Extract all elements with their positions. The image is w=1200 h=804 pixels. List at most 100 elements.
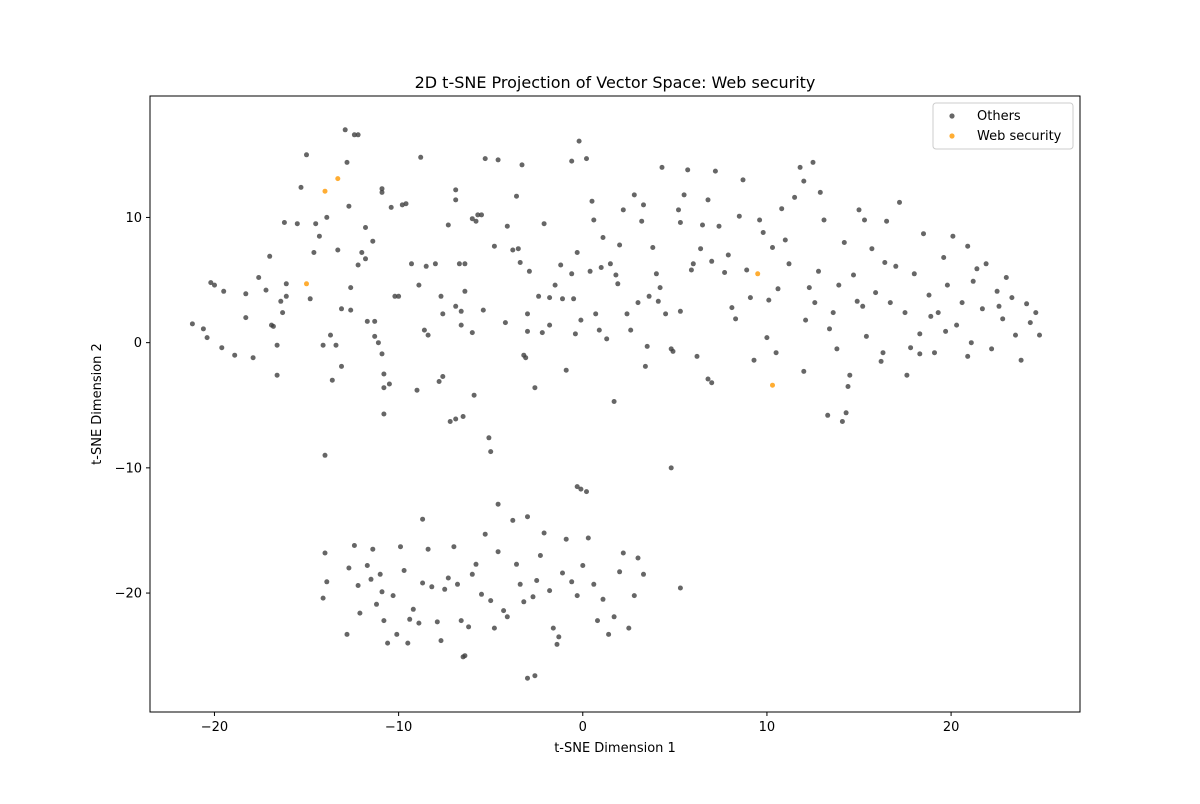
point-others [816,268,821,274]
point-others [779,206,785,212]
point-others [550,625,556,631]
point-others [569,158,575,164]
point-others [836,282,842,288]
y-axis-label: t-SNE Dimension 2 [90,343,105,465]
point-others [208,280,214,286]
point-others [479,212,484,218]
point-others [928,313,934,319]
point-others [328,332,333,338]
point-others [641,202,646,208]
y-axis: −20 −10 0 10 [115,211,150,602]
point-others [578,317,584,323]
scatter-marks [189,127,1042,681]
point-others [595,618,600,624]
point-others [523,355,529,361]
point-others [455,581,460,587]
point-others [379,189,385,195]
point-others [434,619,440,625]
point-others [256,275,262,280]
point-others [576,138,582,144]
point-others [390,593,396,599]
point-others [386,381,392,387]
point-others [495,157,501,163]
point-others [847,372,853,378]
point-others [631,593,637,599]
point-others [668,465,674,471]
point-others [869,246,875,252]
point-others [283,293,289,299]
point-others [1003,275,1009,280]
point-others [324,579,330,585]
point-others [379,589,385,595]
point-web-security [304,281,309,287]
point-others [560,296,565,302]
point-others [676,207,681,213]
point-others [604,336,610,342]
point-others [574,593,580,599]
point-others [584,156,589,162]
point-others [351,543,357,548]
point-others [456,261,462,267]
point-others [445,575,451,581]
point-others [965,353,971,359]
point-others [722,270,728,275]
point-others [344,631,350,637]
point-others [782,237,788,243]
point-others [556,634,562,640]
point-others [377,571,383,577]
point-others [950,233,956,239]
point-others [348,307,354,313]
x-axis-label: t-SNE Dimension 1 [554,741,676,756]
x-tick-label: −10 [385,720,412,735]
point-others [760,230,766,235]
point-others [709,258,715,264]
point-others [670,348,676,354]
point-others [351,132,357,138]
point-others [1024,301,1030,307]
point-others [458,618,464,624]
point-others [438,293,444,299]
point-others [515,246,521,252]
point-others [569,579,575,585]
point-others [908,345,914,351]
point-others [313,221,319,227]
point-others [932,350,937,356]
point-others [495,549,501,555]
point-others [598,265,604,270]
point-others [469,216,475,222]
point-others [504,614,510,620]
point-others [526,268,532,274]
point-others [744,267,750,273]
point-web-security [335,176,341,182]
x-tick-label: 20 [943,720,960,735]
point-others [398,544,403,550]
point-others [329,377,335,383]
point-others [547,588,553,594]
point-others [281,220,287,225]
point-others [381,618,387,624]
point-others [628,327,634,333]
point-others [941,255,947,260]
point-others [547,322,553,328]
point-others [416,620,422,626]
point-others [311,250,317,255]
point-others [534,578,540,583]
point-others [423,263,429,269]
point-others [324,214,330,220]
point-others [363,225,368,230]
point-others [657,285,663,291]
point-others [606,631,612,637]
point-others [491,625,497,631]
point-others [221,288,227,294]
point-others [451,544,457,550]
point-others [525,675,530,681]
point-others [626,625,632,631]
point-others [401,568,407,573]
legend: Others Web security [932,102,1074,150]
point-others [968,340,974,346]
point-others [970,278,976,284]
point-others [416,282,422,288]
point-others [388,204,394,210]
point-others [954,322,960,328]
